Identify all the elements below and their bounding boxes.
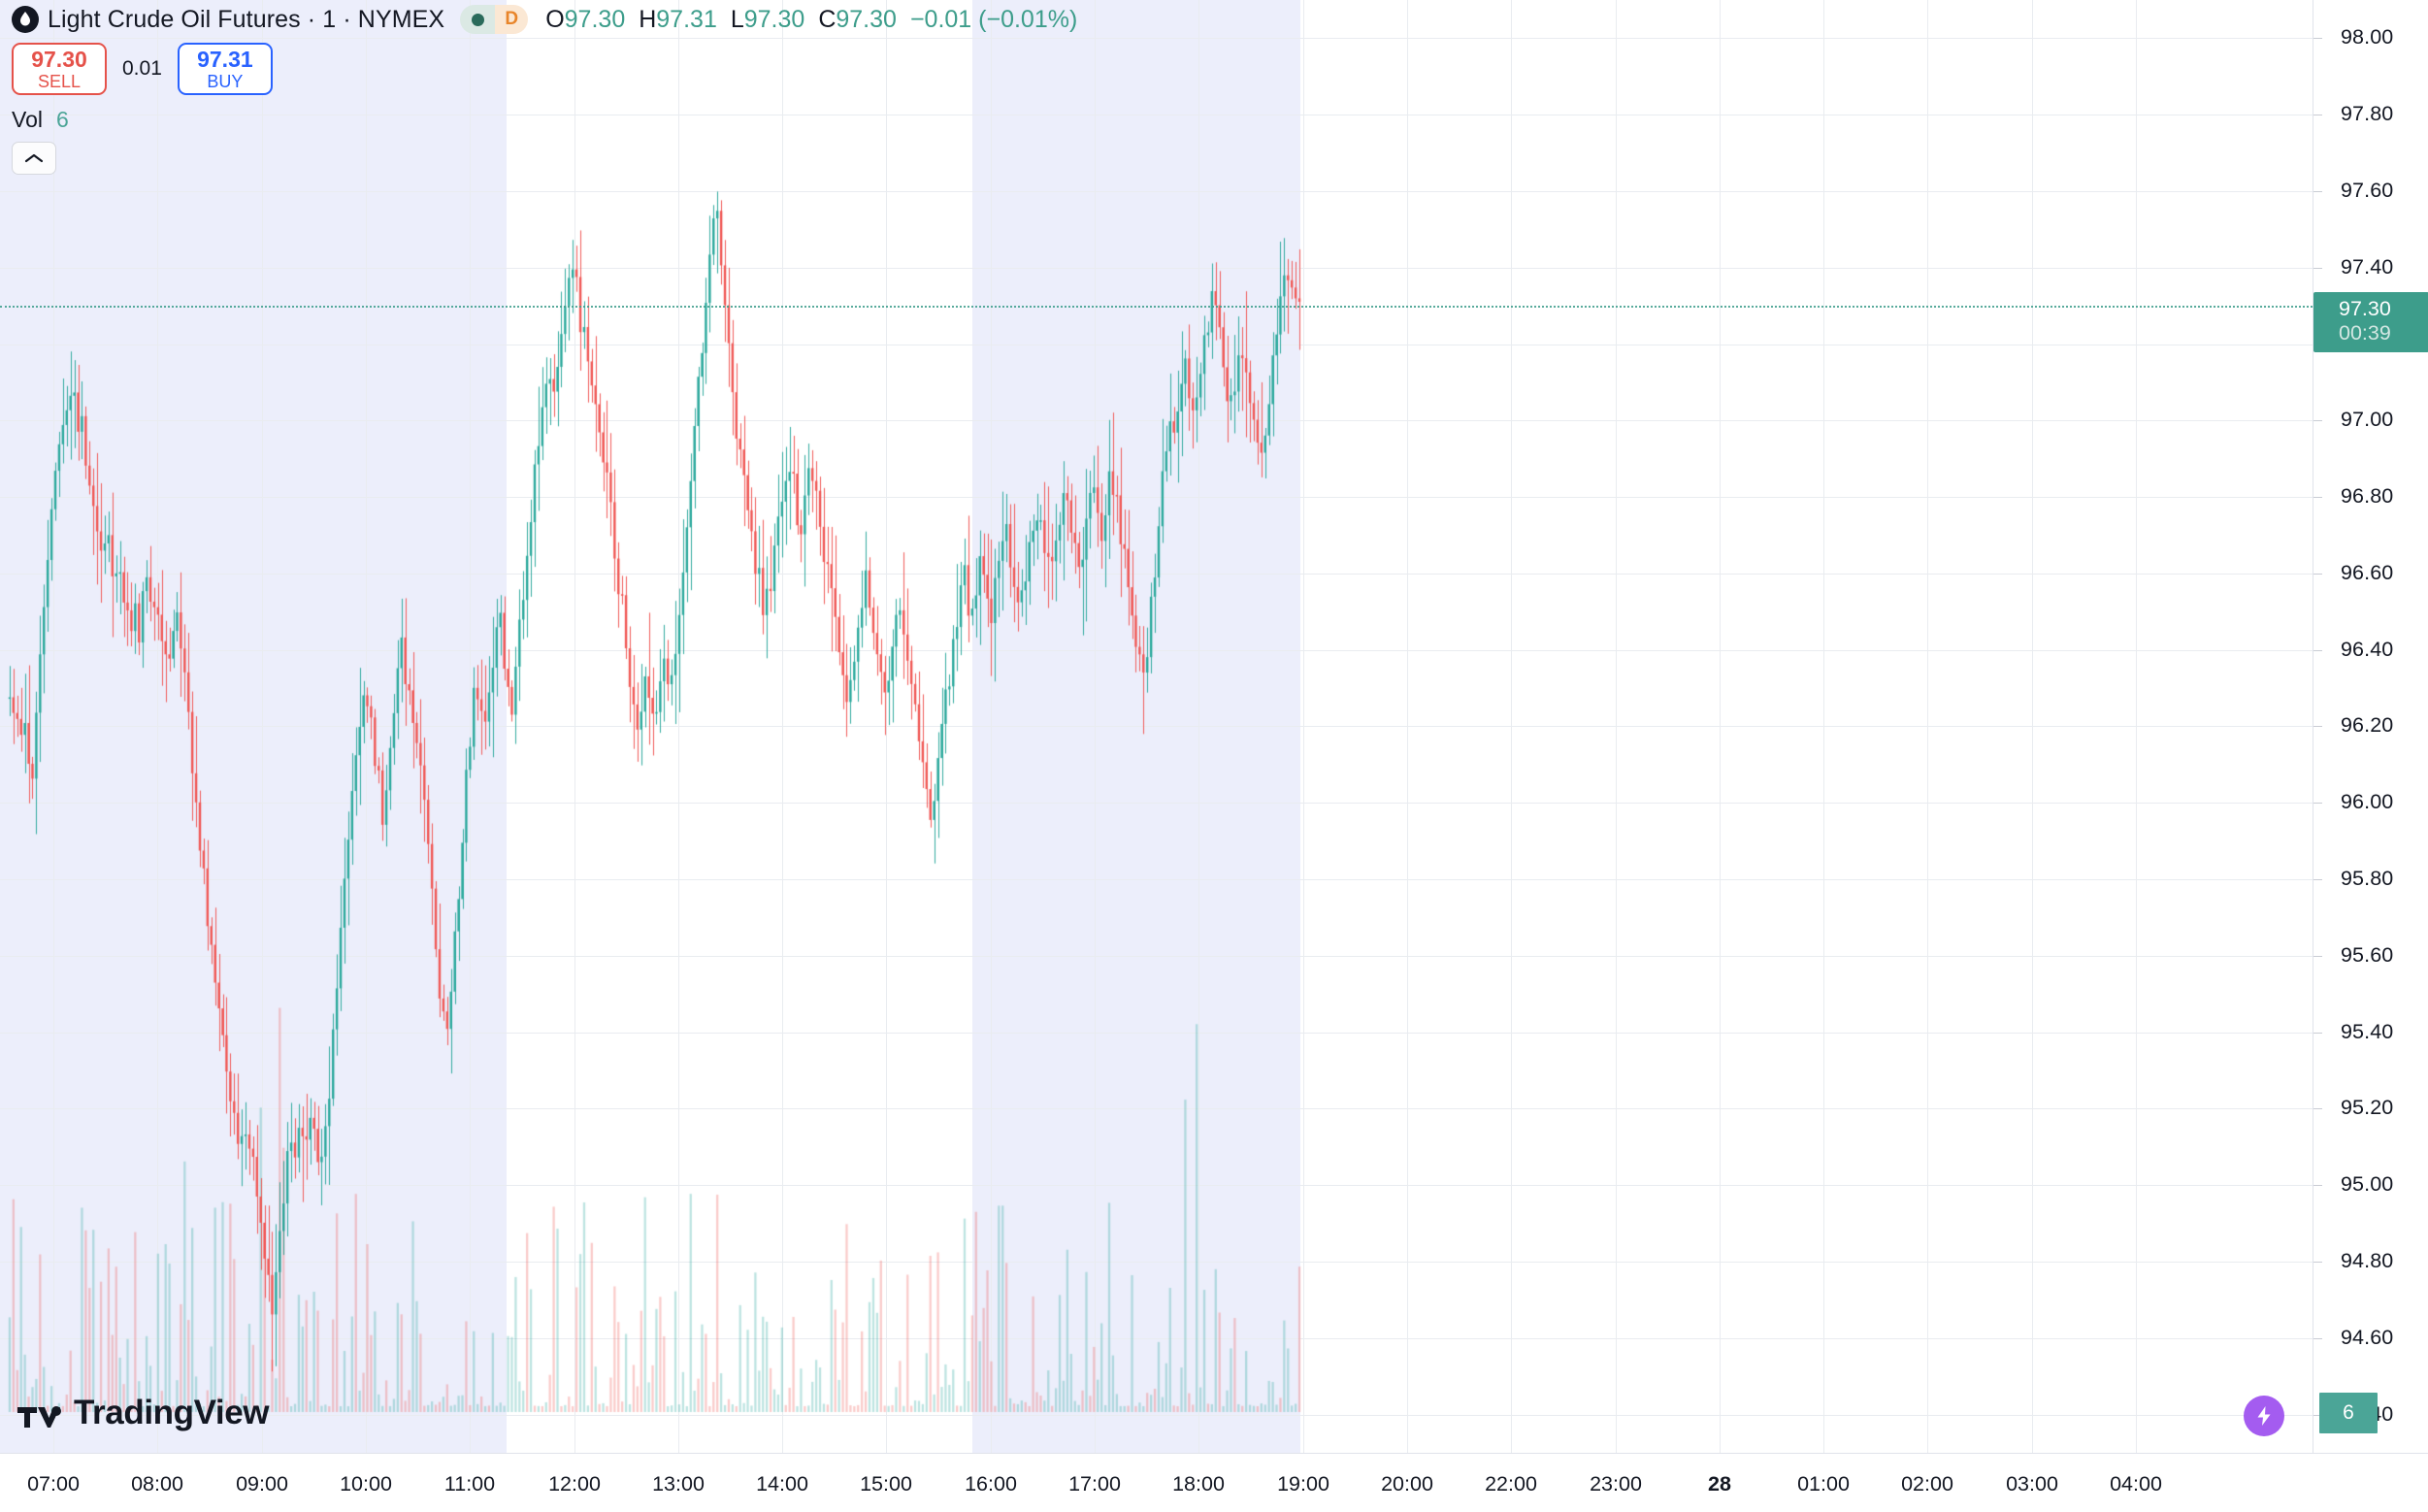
sell-price: 97.30 xyxy=(31,46,87,72)
spread-value: 0.01 xyxy=(122,57,162,80)
ohlc-low-value: 97.30 xyxy=(743,5,805,33)
lightning-bolt-icon xyxy=(2257,1406,2271,1426)
chart-legend: Light Crude Oil Futures · 1 · NYMEX D O9… xyxy=(12,4,1077,175)
time-axis-tick-label: 02:00 xyxy=(1901,1472,1953,1496)
time-axis-tick-label: 07:00 xyxy=(27,1472,80,1496)
ohlc-low-label: L xyxy=(730,5,744,33)
collapse-pane-button[interactable] xyxy=(12,142,56,175)
price-axis-tick-label: 96.40 xyxy=(2341,638,2394,661)
time-axis-tick-label: 01:00 xyxy=(1797,1472,1850,1496)
time-axis-tick-label: 19:00 xyxy=(1277,1472,1329,1496)
current-price-line xyxy=(0,306,2313,308)
lightning-target-icon[interactable] xyxy=(2244,1396,2284,1436)
price-axis-tick-label: 96.80 xyxy=(2341,484,2394,508)
tradingview-logo-text: TradingView xyxy=(74,1394,270,1431)
time-axis-tick-label: 16:00 xyxy=(965,1472,1017,1496)
ohlc-open-value: 97.30 xyxy=(564,5,626,33)
price-axis-tick-label: 95.80 xyxy=(2341,867,2394,890)
price-axis[interactable]: 98.0097.8097.6097.4097.2097.0096.8096.60… xyxy=(2313,0,2428,1453)
ohlc-close-label: C xyxy=(818,5,837,33)
interval-badge[interactable]: D xyxy=(460,5,529,34)
time-axis-tick-label: 23:00 xyxy=(1590,1472,1642,1496)
price-axis-tick-label: 97.60 xyxy=(2341,179,2394,202)
price-axis-tick-label: 95.00 xyxy=(2341,1172,2394,1196)
price-axis-tick-label: 94.80 xyxy=(2341,1249,2394,1272)
time-axis-tick-label: 15:00 xyxy=(860,1472,912,1496)
time-axis-tick-label: 08:00 xyxy=(131,1472,183,1496)
price-axis-tick-label: 95.40 xyxy=(2341,1020,2394,1043)
volume-axis-badge: 6 xyxy=(2319,1393,2378,1433)
market-open-dot xyxy=(471,13,484,26)
time-axis[interactable]: 07:00 08:00 09:00 10:00 11:00 12:00 13:00 14:00… xyxy=(0,1453,2428,1512)
time-axis-tick-label: 09:00 xyxy=(236,1472,288,1496)
chevron-up-icon xyxy=(24,153,44,163)
price-axis-tick-label: 97.80 xyxy=(2341,102,2394,125)
time-axis-tick-label: 03:00 xyxy=(2006,1472,2058,1496)
time-axis-tick-label: 12:00 xyxy=(548,1472,601,1496)
market-open-dot-wrap xyxy=(460,5,496,34)
time-axis-tick-label: 18:00 xyxy=(1172,1472,1225,1496)
ohlc-open: O97.30 xyxy=(545,6,625,33)
price-axis-tick-label: 98.00 xyxy=(2341,25,2394,49)
volume-indicator-value: 6 xyxy=(55,107,69,132)
time-axis-tick-label: 04:00 xyxy=(2110,1472,2162,1496)
price-axis-tick-label: 96.00 xyxy=(2341,790,2394,813)
price-axis-tick-label: 97.40 xyxy=(2341,255,2394,279)
ohlc-change: −0.01 (−0.01%) xyxy=(909,5,1078,33)
legend-symbol-row: Light Crude Oil Futures · 1 · NYMEX D O9… xyxy=(12,4,1077,35)
buy-label: BUY xyxy=(207,71,244,91)
ohlc-high-label: H xyxy=(639,5,657,33)
time-axis-tick-label: 14:00 xyxy=(756,1472,808,1496)
ohlc-high-value: 97.31 xyxy=(656,5,717,33)
time-axis-tick-label: 10:00 xyxy=(340,1472,392,1496)
tradingview-logo-icon xyxy=(17,1406,61,1428)
time-axis-tick-label: 11:00 xyxy=(443,1472,496,1496)
candlestick-canvas[interactable] xyxy=(0,0,2313,1453)
current-price-badge-countdown: 00:39 xyxy=(2339,321,2391,345)
sell-button[interactable]: 97.30 SELL xyxy=(12,43,107,95)
trade-buttons-row: 97.30 SELL 0.01 97.31 BUY xyxy=(12,43,1077,95)
tradingview-watermark: TradingView xyxy=(17,1394,270,1432)
price-axis-tick-label: 95.20 xyxy=(2341,1096,2394,1119)
buy-button[interactable]: 97.31 BUY xyxy=(177,43,273,95)
time-axis-tick-label: 20:00 xyxy=(1381,1472,1433,1496)
current-price-badge[interactable]: 97.30 00:39 xyxy=(2313,292,2428,352)
price-axis-tick-label: 95.60 xyxy=(2341,943,2394,967)
price-axis-tick-label: 97.00 xyxy=(2341,408,2394,431)
chart-plot-area[interactable] xyxy=(0,0,2313,1453)
volume-indicator-row[interactable]: Vol 6 xyxy=(12,107,1077,132)
ohlc-close: C97.30 xyxy=(818,6,897,33)
time-axis-tick-label: 13:00 xyxy=(652,1472,705,1496)
price-axis-tick-label: 94.60 xyxy=(2341,1326,2394,1349)
time-axis-tick-label: 22:00 xyxy=(1485,1472,1537,1496)
ohlc-values: O97.30 H97.31 L97.30 C97.30 −0.01 (−0.01%) xyxy=(545,6,1077,34)
oil-drop-icon xyxy=(12,6,39,33)
current-price-badge-value: 97.30 xyxy=(2339,297,2391,320)
price-axis-tick-label: 96.60 xyxy=(2341,561,2394,584)
symbol-title[interactable]: Light Crude Oil Futures · 1 · NYMEX xyxy=(48,5,445,33)
ohlc-high: H97.31 xyxy=(639,6,717,33)
interval-letter: D xyxy=(495,5,529,34)
volume-indicator-label: Vol xyxy=(12,107,43,132)
buy-price: 97.31 xyxy=(197,46,253,72)
price-axis-tick-label: 96.20 xyxy=(2341,713,2394,737)
time-axis-tick-label: 28 xyxy=(1708,1472,1731,1496)
sell-label: SELL xyxy=(37,71,82,91)
ohlc-close-value: 97.30 xyxy=(836,5,897,33)
time-axis-tick-label: 17:00 xyxy=(1068,1472,1121,1496)
ohlc-open-label: O xyxy=(545,5,565,33)
ohlc-low: L97.30 xyxy=(731,6,804,33)
